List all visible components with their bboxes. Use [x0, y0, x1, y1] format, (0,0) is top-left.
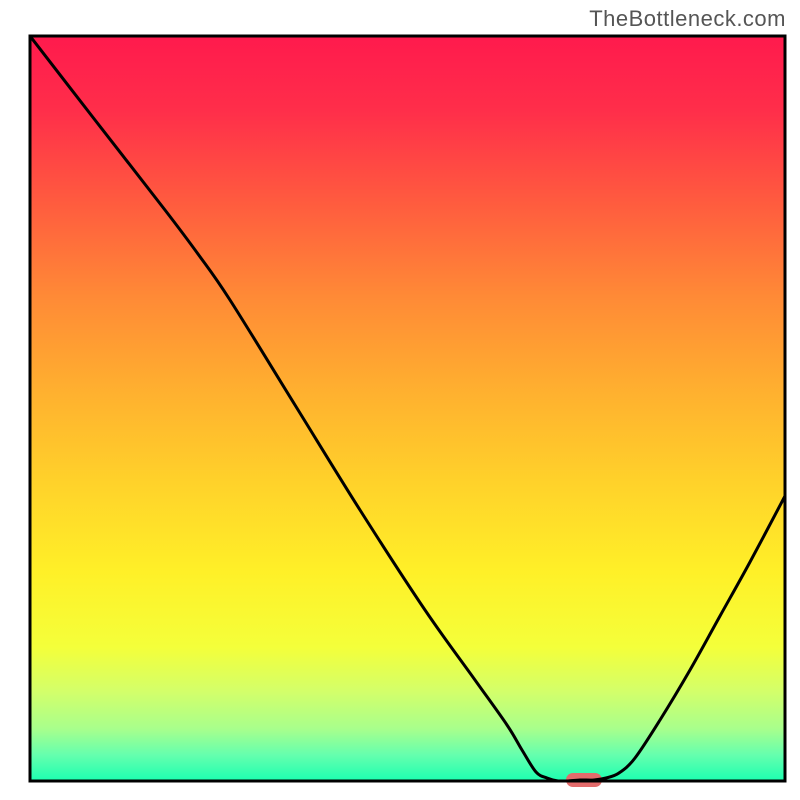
plot-background — [30, 36, 785, 781]
chart-svg — [0, 0, 800, 800]
watermark-text: TheBottleneck.com — [589, 6, 786, 32]
bottleneck-chart: TheBottleneck.com — [0, 0, 800, 800]
